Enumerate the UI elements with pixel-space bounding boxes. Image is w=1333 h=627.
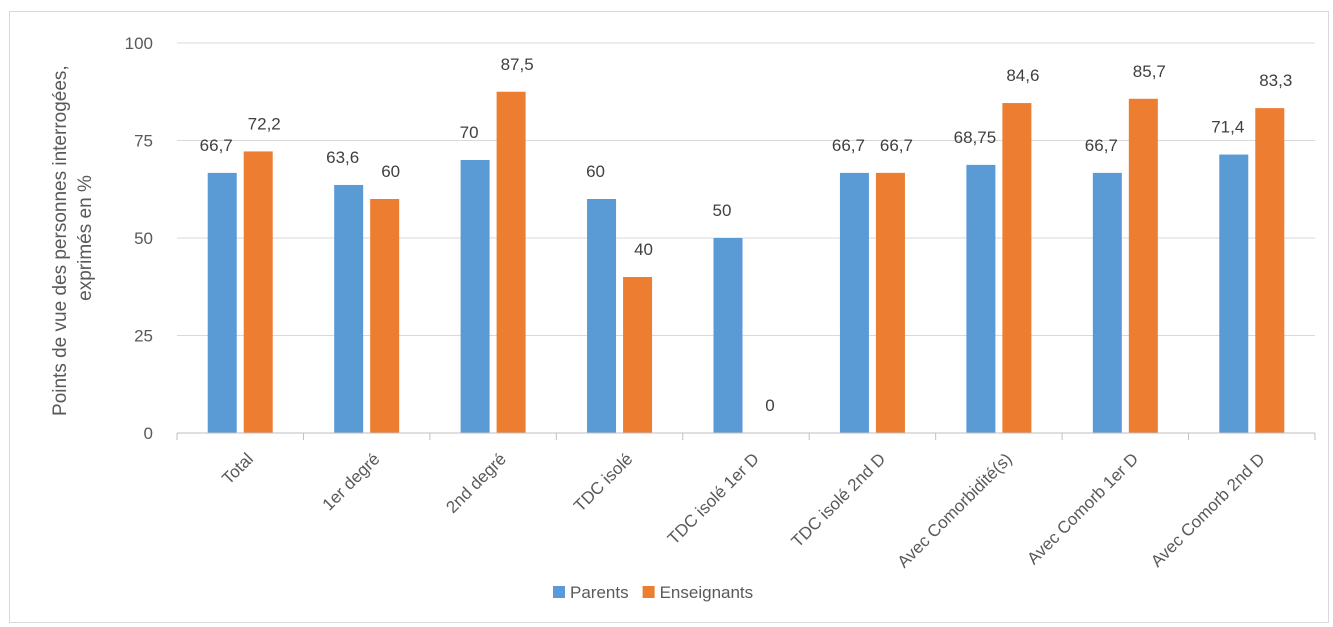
bar-parents-0 bbox=[207, 172, 237, 433]
y-tick-label: 50 bbox=[134, 229, 153, 248]
data-label: 60 bbox=[381, 162, 400, 181]
y-axis-title-line-2: exprimés en % bbox=[75, 175, 96, 301]
legend-swatch-enseignants bbox=[642, 586, 655, 598]
bar-parents-6 bbox=[966, 164, 996, 433]
data-label: 85,7 bbox=[1133, 62, 1166, 81]
bar-enseignants-0 bbox=[243, 151, 273, 434]
data-label: 66,7 bbox=[880, 136, 913, 155]
category-label: 1er degré bbox=[319, 449, 384, 514]
data-label: 83,3 bbox=[1259, 71, 1292, 90]
data-label: 50 bbox=[713, 201, 732, 220]
category-label: Avec Comorbidité(s) bbox=[894, 449, 1016, 571]
data-label: 70 bbox=[460, 123, 479, 142]
category-label: Avec Comorb 2nd D bbox=[1147, 449, 1268, 570]
category-label: TDC isolé 1er D bbox=[664, 449, 763, 548]
bar-parents-8 bbox=[1219, 154, 1249, 434]
category-labels: Total 1er degré 2nd degré TDC isolé TDC isol… bbox=[218, 449, 1268, 571]
bar-parents-1 bbox=[334, 184, 364, 433]
bar-parents-7 bbox=[1092, 172, 1122, 433]
bar-enseignants-7 bbox=[1128, 98, 1158, 434]
data-label: 72,2 bbox=[248, 114, 281, 133]
legend-label-enseignants: Enseignants bbox=[660, 583, 754, 602]
legend-swatch-parents bbox=[553, 586, 565, 598]
bar-parents-4 bbox=[713, 238, 743, 433]
data-label: 71,4 bbox=[1211, 118, 1244, 137]
data-label: 60 bbox=[586, 162, 605, 181]
bar-parents-3 bbox=[587, 199, 617, 433]
data-label: 68,75 bbox=[954, 128, 997, 147]
y-tick-label: 25 bbox=[134, 327, 153, 346]
gridlines bbox=[177, 42, 1315, 336]
y-tick-label: 75 bbox=[134, 132, 153, 151]
legend: Parents Enseignants bbox=[553, 583, 753, 602]
bar-enseignants-1 bbox=[370, 199, 400, 433]
data-label: 87,5 bbox=[501, 55, 534, 74]
x-axis bbox=[176, 432, 1316, 440]
data-label: 66,7 bbox=[200, 136, 233, 155]
data-label: 63,6 bbox=[326, 148, 359, 167]
bar-parents-5 bbox=[839, 172, 869, 433]
bar-enseignants-2 bbox=[496, 91, 526, 433]
bar-parents-2 bbox=[460, 160, 490, 433]
bar-enseignants-5 bbox=[875, 172, 905, 433]
category-label: Total bbox=[218, 449, 257, 488]
y-tick-labels: 0 25 50 75 100 bbox=[125, 34, 153, 443]
category-label: Avec Comorb 1er D bbox=[1023, 449, 1142, 568]
data-label: 40 bbox=[634, 240, 653, 259]
y-tick-label: 0 bbox=[144, 424, 153, 443]
bar-enseignants-3 bbox=[623, 277, 653, 433]
data-label: 66,7 bbox=[1085, 136, 1118, 155]
category-label: 2nd degré bbox=[442, 449, 510, 517]
category-label: TDC isolé bbox=[570, 449, 636, 515]
category-label: TDC isolé 2nd D bbox=[788, 449, 890, 551]
bars bbox=[207, 91, 1285, 434]
y-axis-title: Points de vue des personnes interrogées,… bbox=[50, 60, 96, 416]
bar-enseignants-6 bbox=[1002, 103, 1032, 433]
data-label: 0 bbox=[765, 396, 774, 415]
y-axis-title-line-1: Points de vue des personnes interrogées, bbox=[50, 65, 71, 416]
y-tick-label: 100 bbox=[125, 34, 153, 53]
legend-label-parents: Parents bbox=[570, 583, 629, 602]
data-label: 66,7 bbox=[832, 136, 865, 155]
data-label: 84,6 bbox=[1006, 66, 1039, 85]
data-labels: 66,7 72,2 63,6 60 70 87,5 60 40 50 0 66,7 66,7 68,75… bbox=[200, 55, 1293, 415]
bar-enseignants-8 bbox=[1255, 108, 1285, 433]
